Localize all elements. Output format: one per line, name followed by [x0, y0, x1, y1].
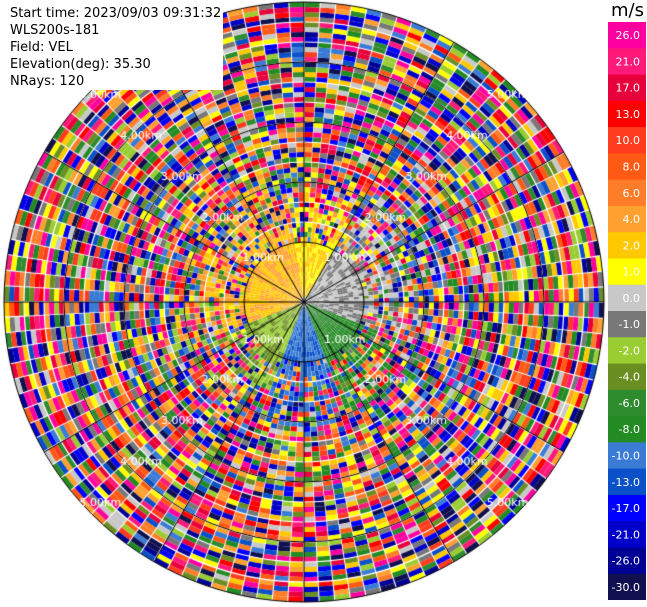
colorbar-segment [608, 547, 646, 575]
colorbar-segment [608, 153, 646, 181]
colorbar-segment [608, 258, 646, 286]
colorbar-tick-label: -30.0 [612, 581, 640, 594]
colorbar-segment [608, 74, 646, 102]
colorbar-segment [608, 311, 646, 338]
colorbar-tick-label: -10.0 [612, 450, 640, 463]
colorbar-segment [608, 179, 646, 207]
colorbar-segment [608, 494, 646, 522]
colorbar-segment [608, 100, 646, 128]
colorbar-unit-label: m/s [611, 0, 644, 21]
colorbar-segment [608, 389, 646, 417]
colorbar-tick-label: 21.0 [616, 55, 641, 68]
colorbar-tick-label: 17.0 [616, 82, 641, 95]
colorbar-segment [608, 521, 646, 548]
colorbar: 26.0 21.0 17.0 13.0 10.0 8.0 6.0 4.0 2.0 1.0 0.0 -1… [608, 22, 646, 600]
colorbar-tick-label: 10.0 [616, 134, 641, 147]
colorbar-tick-label: -2.0 [619, 344, 640, 357]
nrays-text: NRays: 120 [10, 73, 224, 90]
colorbar-tick-label: 0.0 [623, 292, 641, 305]
colorbar-tick-label: 1.0 [623, 266, 641, 279]
colorbar-tick-label: -1.0 [619, 318, 640, 331]
field-text: Field: VEL [10, 39, 224, 56]
colorbar-tick-label: 13.0 [616, 108, 641, 121]
colorbar-segment [608, 468, 646, 496]
colorbar-tick-label: 2.0 [623, 239, 641, 252]
colorbar-tick-label: -17.0 [612, 502, 640, 515]
station-name-text: WLS200s-181 [10, 22, 224, 39]
colorbar-tick-label: 8.0 [623, 161, 641, 174]
colorbar-segment [608, 337, 646, 365]
colorbar-segment [608, 22, 646, 49]
colorbar-segment [608, 127, 646, 154]
colorbar-tick-label: 6.0 [623, 187, 641, 200]
colorbar-segment [608, 363, 646, 391]
start-time-text: Start time: 2023/09/03 09:31:32 [10, 5, 224, 22]
colorbar-segment [608, 48, 646, 76]
colorbar-segment [608, 573, 646, 600]
colorbar-tick-label: -13.0 [612, 476, 640, 489]
scan-info-block: Start time: 2023/09/03 09:31:32 WLS200s-… [10, 5, 224, 90]
colorbar-tick-label: 26.0 [616, 29, 641, 42]
colorbar-tick-label: -6.0 [619, 397, 640, 410]
colorbar-tick-label: -26.0 [612, 555, 640, 568]
colorbar-segment [608, 416, 646, 443]
colorbar-segment [608, 205, 646, 233]
colorbar-tick-label: -4.0 [619, 371, 640, 384]
colorbar-segment [608, 232, 646, 259]
colorbar-tick-label: -21.0 [612, 528, 640, 541]
colorbar-segment [608, 442, 646, 470]
colorbar-tick-label: 4.0 [623, 213, 641, 226]
elevation-text: Elevation(deg): 35.30 [10, 56, 224, 73]
colorbar-segment [608, 284, 646, 312]
colorbar-tick-label: -8.0 [619, 423, 640, 436]
